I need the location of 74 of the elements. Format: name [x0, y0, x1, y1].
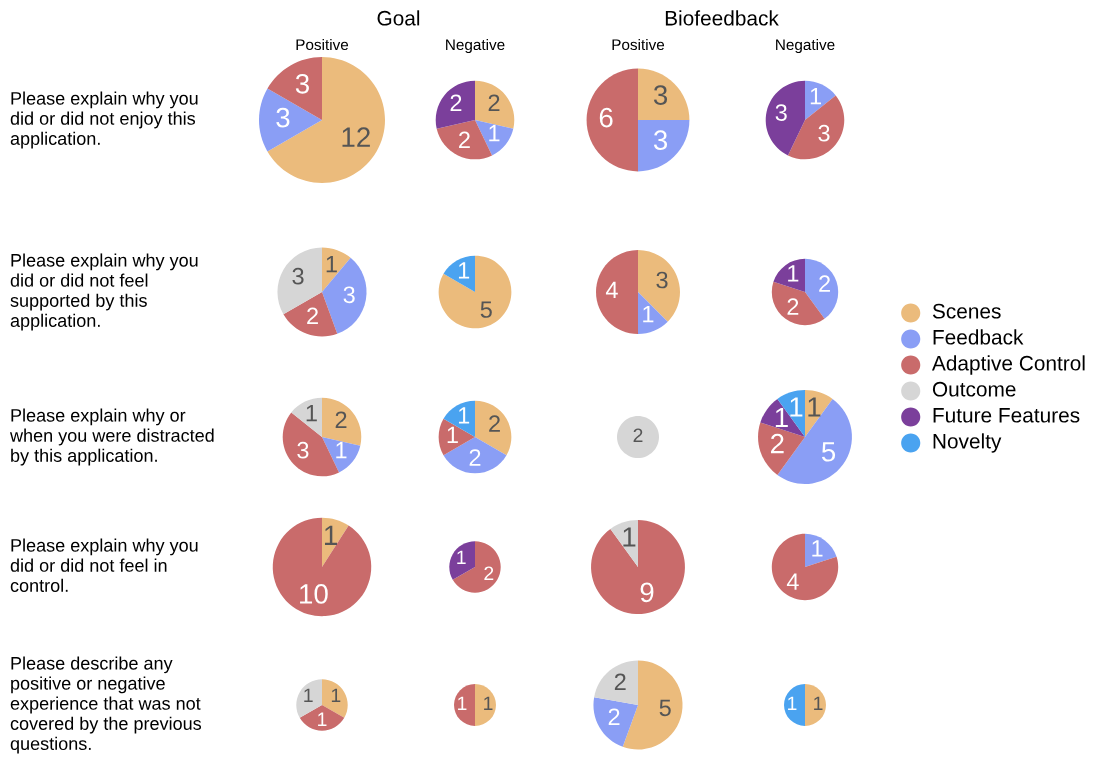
data-label: 1	[484, 696, 493, 711]
chart-title: Goal	[377, 10, 420, 26]
data-label: 3	[653, 85, 668, 105]
text: Please explain why you did or did not feel in control.	[10, 538, 198, 592]
data-label: 12	[342, 127, 370, 147]
data-label: 2	[614, 673, 626, 690]
category-label: Outcome	[932, 381, 1016, 397]
data-label: 1	[336, 442, 347, 459]
category-label: Adaptive Control	[931, 355, 1085, 375]
data-label: 2	[608, 708, 620, 725]
data-label: 1	[447, 426, 458, 444]
data-label: 9	[640, 582, 654, 603]
data-label: 2	[450, 94, 462, 111]
data-label: 3	[343, 286, 355, 304]
data-label: 4	[605, 281, 618, 299]
data-label: 1	[458, 407, 470, 424]
data-label: 2	[787, 298, 799, 315]
chart-subtitle: Positive	[296, 38, 349, 51]
data-label: 5	[480, 301, 492, 318]
category-label: Novelty	[933, 433, 1002, 453]
data-label: 2	[484, 566, 494, 580]
text: Please explain why you did or did not enjoy this application.	[10, 91, 198, 149]
data-label: 1	[458, 262, 470, 279]
data-label: 2	[459, 131, 470, 149]
data-label: 2	[489, 415, 500, 432]
data-label: 3	[653, 130, 668, 151]
data-label: 3	[292, 267, 304, 285]
data-label: 2	[633, 428, 643, 443]
data-label: 1	[331, 688, 341, 703]
data-label: 2	[488, 94, 500, 111]
data-label: 4	[786, 573, 799, 590]
data-label: 1	[775, 407, 788, 428]
data-label: 3	[276, 107, 290, 128]
data-label: 2	[819, 275, 830, 292]
data-label: 3	[775, 104, 787, 121]
data-label: 5	[659, 699, 671, 717]
data-label: 2	[307, 307, 318, 325]
chart-subtitle: Negative	[776, 38, 835, 54]
data-label: 1	[788, 696, 797, 711]
data-label: 2	[335, 411, 347, 428]
data-label: 1	[318, 712, 327, 726]
data-label: 3	[295, 73, 309, 94]
data-label: 3	[297, 441, 309, 459]
data-label: 5	[821, 442, 836, 462]
text: Please describe any positive or negative experience that was not covered by the previous questions.	[10, 656, 202, 754]
data-label: 1	[623, 527, 636, 547]
data-label: 1	[790, 397, 803, 417]
data-label: 1	[788, 265, 799, 282]
data-label: 1	[326, 255, 337, 273]
category-label: Future Features	[933, 408, 1080, 423]
data-label: 1	[643, 305, 654, 323]
chart-subtitle: Positive	[612, 38, 665, 51]
data-label: 3	[656, 271, 668, 289]
data-label: 1	[325, 525, 337, 545]
data-label: 1	[304, 688, 313, 703]
data-label: 1	[810, 87, 821, 105]
text: Please explain why or when you were distracted by this application.	[9, 408, 214, 466]
data-label: 10	[300, 584, 328, 604]
data-label: 1	[457, 550, 466, 565]
data-label: 1	[814, 696, 823, 711]
data-label: 3	[818, 124, 830, 142]
data-label: 1	[458, 696, 467, 711]
text: Please explain why you did or did not feel supported by this application.	[10, 253, 198, 331]
data-label: 6	[599, 107, 613, 128]
data-label: 1	[808, 397, 821, 417]
chart-subtitle: Negative	[446, 38, 505, 54]
data-label: 1	[812, 540, 823, 557]
category-label: Scenes	[932, 303, 1001, 319]
chart-title: Biofeedback	[665, 10, 779, 26]
data-label: 1	[489, 125, 500, 142]
data-label: 1	[306, 404, 317, 422]
category-label: Feedback	[933, 329, 1024, 345]
data-label: 2	[770, 433, 784, 454]
data-label: 2	[469, 449, 481, 466]
